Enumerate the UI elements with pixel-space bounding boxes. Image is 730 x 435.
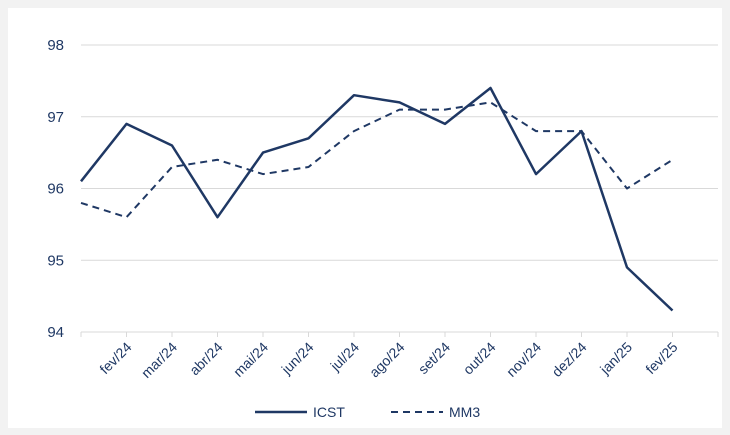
x-tick-label: fev/25 — [642, 339, 680, 377]
x-tick-label: dez/24 — [549, 339, 590, 380]
x-tick-label: nov/24 — [503, 339, 544, 380]
x-tick-label: jan/25 — [596, 339, 635, 378]
line-chart: 94 95 96 97 98 fev/24 mar/24 abr/24 mai/24 jun/2… — [47, 37, 719, 420]
legend: ICST MM3 — [255, 404, 480, 420]
x-axis-ticks: fev/24 mar/24 abr/24 mai/24 jun/24 jul/24 ago/… — [80, 331, 719, 381]
x-tick-label: ago/24 — [366, 339, 408, 381]
y-axis-ticks: 94 95 96 97 98 — [47, 37, 64, 341]
legend-label-mm3: MM3 — [449, 404, 480, 420]
legend-label-icst: ICST — [313, 404, 345, 420]
x-tick-label: set/24 — [415, 339, 453, 377]
x-tick-label: mar/24 — [138, 339, 180, 381]
x-tick-label: abr/24 — [186, 339, 226, 379]
gridlines — [81, 44, 718, 333]
series-lines — [80, 86, 674, 312]
x-tick-label: out/24 — [460, 339, 499, 378]
x-tick-label: fev/24 — [96, 339, 134, 377]
x-tick-label: jul/24 — [326, 339, 362, 375]
series-line-icst — [80, 86, 674, 312]
y-tick-label: 96 — [47, 181, 64, 198]
x-tick-label: mai/24 — [230, 339, 271, 380]
y-tick-label: 97 — [47, 109, 64, 126]
y-tick-label: 98 — [47, 37, 64, 54]
y-tick-label: 95 — [47, 252, 64, 269]
x-tick-label: jun/24 — [278, 339, 317, 378]
series-line-mm3 — [80, 101, 674, 219]
chart-container: 94 95 96 97 98 fev/24 mar/24 abr/24 mai/24 jun/2… — [8, 8, 722, 428]
y-tick-label: 94 — [47, 324, 64, 341]
